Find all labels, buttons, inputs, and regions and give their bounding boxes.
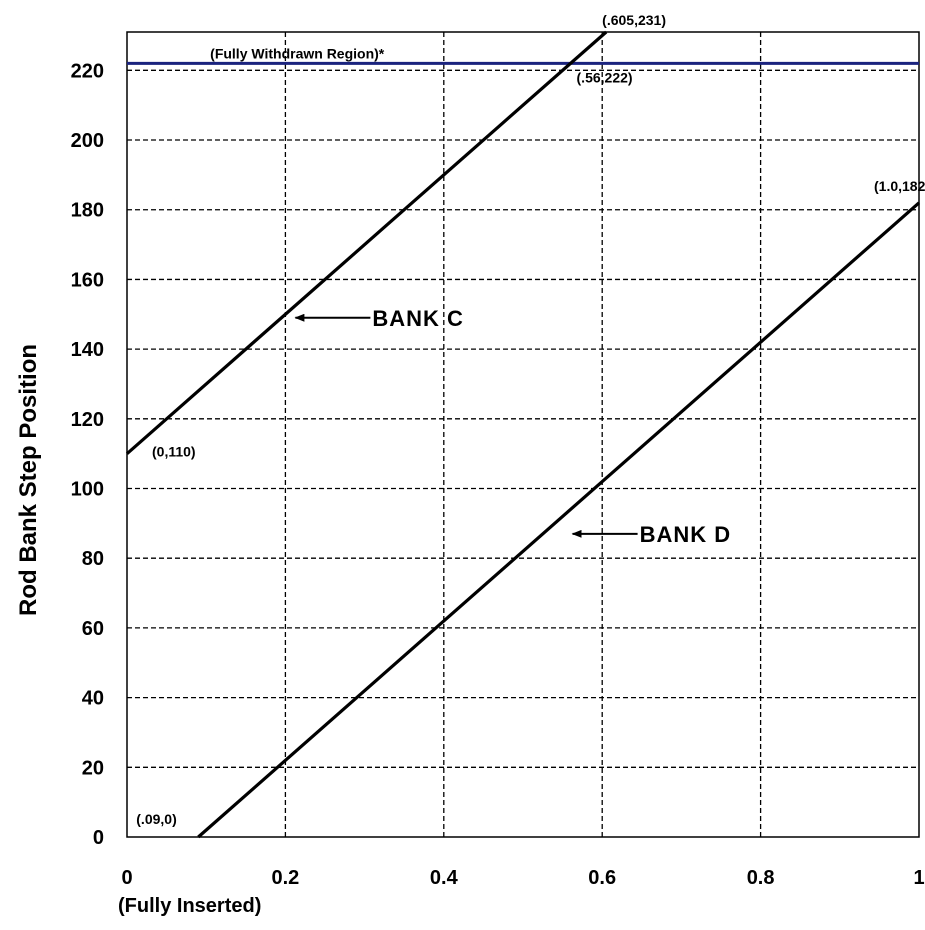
point-label: (.605,231) [602, 12, 666, 28]
fully-withdrawn-label: (Fully Withdrawn Region)* [210, 45, 385, 61]
point-label: (.09,0) [136, 811, 176, 827]
y-tick-label: 160 [71, 269, 104, 291]
series-line-bank-c [125, 30, 608, 455]
y-tick-label: 80 [82, 548, 104, 570]
y-tick-label: 220 [71, 60, 104, 82]
annotation-bank-c: BANK C [372, 306, 464, 331]
plot-frame [126, 31, 920, 838]
x-tick-label: 0.8 [747, 867, 775, 889]
x-tick-label: 1 [913, 867, 924, 889]
y-tick-label: 20 [82, 757, 104, 779]
y-tick-label: 40 [82, 688, 104, 710]
point-label: (0,110) [152, 444, 196, 460]
y-tick-label: 140 [71, 339, 104, 361]
y-tick-label: 0 [93, 827, 104, 849]
grid [126, 31, 920, 838]
series-group [125, 30, 921, 839]
reference-line-group: (Fully Withdrawn Region)* [127, 45, 919, 65]
series-line-bank-d [197, 201, 921, 839]
y-tick-label: 200 [71, 130, 104, 152]
y-tick-label: 120 [71, 409, 104, 431]
y-axis-title: Rod Bank Step Position [15, 344, 42, 616]
x-tick-label: 0 [121, 867, 132, 889]
annotations: BANK C BANK D [294, 306, 732, 547]
point-label: (.56,222) [577, 69, 633, 85]
tick-labels: 0 0.2 0.4 0.6 0.8 1 0 20 40 60 80 100 120 140 160 180 20… [71, 60, 925, 889]
y-tick-label: 180 [71, 200, 104, 222]
x-tick-label: 0.6 [588, 867, 616, 889]
x-axis-note: (Fully Inserted) [118, 895, 261, 917]
annotation-bank-d: BANK D [640, 522, 732, 547]
point-labels: (.605,231) (.56,222) (1.0,182) (0,110) (.09,… [136, 12, 925, 827]
y-tick-label: 100 [71, 479, 104, 501]
y-tick-label: 60 [82, 618, 104, 640]
x-tick-label: 0.4 [430, 867, 459, 889]
point-label: (1.0,182) [874, 178, 925, 194]
x-tick-label: 0.2 [271, 867, 299, 889]
